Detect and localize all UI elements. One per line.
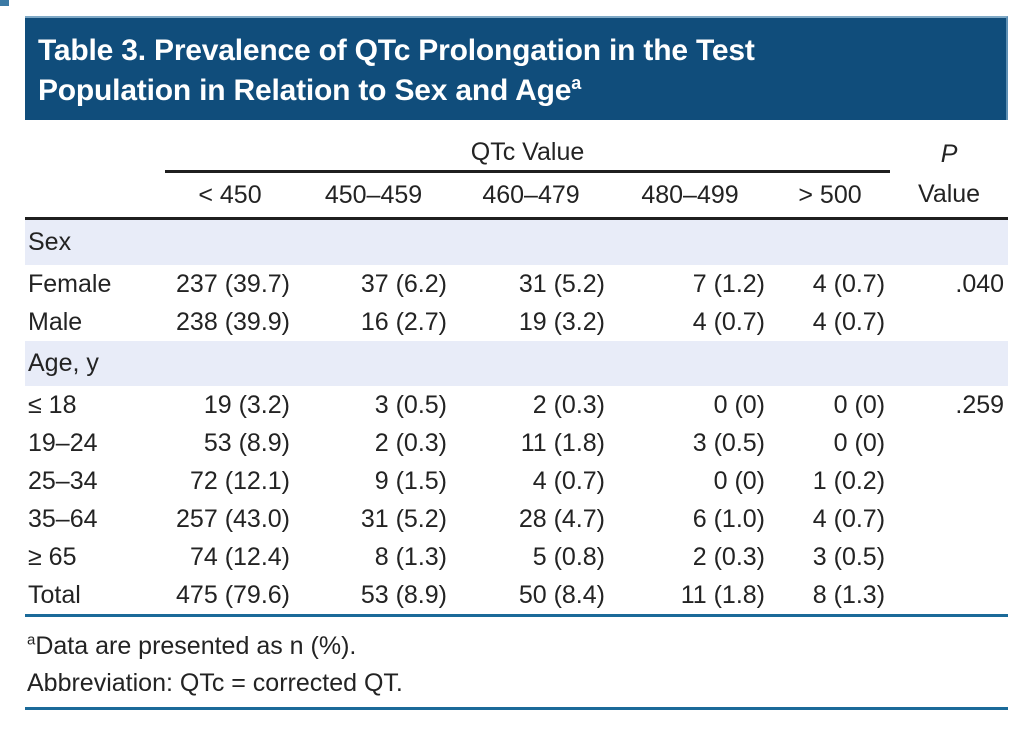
cell: 4 (0.7) (812, 504, 886, 533)
cell: 50 (8.4) (452, 576, 610, 617)
cell: 2 (0.3) (532, 390, 605, 419)
section-label: Sex (25, 218, 1009, 265)
cell: 11 (1.8) (520, 428, 605, 457)
cell: 72 (12.1) (189, 466, 290, 495)
table-row-le18: ≤ 18 19 (3.2) 3 (0.5) 2 (0.3) 0 (0) 0 (0… (25, 386, 1008, 424)
cell: 31 (5.2) (360, 504, 447, 533)
column-header-450-459: 450–459 (295, 171, 452, 220)
cell-p-value: .040 (955, 269, 1005, 298)
cell: 257 (43.0) (176, 504, 290, 533)
column-header-gt500: > 500 (770, 171, 891, 220)
span-header-row: QTc Value P (25, 127, 1008, 173)
cell: 11 (1.8) (610, 576, 770, 617)
cell: 19 (3.2) (518, 307, 605, 336)
table-title-line2: Population in Relation to Sex and Agea (38, 71, 1006, 111)
footnote-marker: a (27, 631, 36, 649)
table-title-bar: Table 3. Prevalence of QTc Prolongation … (25, 16, 1008, 120)
footnote-abbreviation: Abbreviation: QTc = corrected QT. (27, 669, 403, 697)
footnote-data-presentation: aData are presented as n (%). (27, 628, 1008, 665)
table-footnotes: aData are presented as n (%). Abbreviati… (25, 617, 1008, 707)
cell: 8 (1.3) (374, 542, 447, 571)
cell: 0 (0) (833, 390, 886, 419)
column-header-460-479: 460–479 (452, 171, 610, 220)
cell: 3 (0.5) (692, 428, 765, 457)
cell: 6 (1.0) (692, 504, 765, 533)
table-section-row-sex: Sex (25, 218, 1009, 265)
cell: 4 (0.7) (812, 307, 886, 336)
qtc-value-span-header: QTc Value (165, 127, 891, 173)
table-row-ge65: ≥ 65 74 (12.4) 8 (1.3) 5 (0.8) 2 (0.3) 3… (25, 538, 1008, 576)
cell: 1 (0.2) (812, 466, 886, 495)
cell: 0 (0) (833, 428, 886, 457)
cell: 3 (0.5) (812, 542, 886, 571)
cell: 5 (0.8) (532, 542, 605, 571)
table-row-female: Female 237 (39.7) 37 (6.2) 31 (5.2) 7 (1… (25, 265, 1008, 303)
row-label: 19–24 (28, 428, 98, 457)
cell: 31 (5.2) (518, 269, 605, 298)
title-footnote-marker: a (571, 73, 581, 93)
row-label: 25–34 (28, 466, 98, 495)
cell-p-value (890, 462, 1008, 500)
cell: 2 (0.3) (374, 428, 447, 457)
p-header-top: P (890, 127, 1008, 172)
row-label: Female (28, 269, 112, 298)
p-header-bottom: Value (890, 171, 1009, 220)
table-row-25-34: 25–34 72 (12.1) 9 (1.5) 4 (0.7) 0 (0) 1 … (25, 462, 1008, 500)
table-title-line1: Table 3. Prevalence of QTc Prolongation … (38, 34, 755, 67)
cell: 53 (8.9) (295, 576, 452, 617)
row-label: Total (25, 576, 165, 617)
cell: 7 (1.2) (692, 269, 765, 298)
cell: 9 (1.5) (374, 466, 447, 495)
column-header-480-499: 480–499 (610, 171, 770, 220)
table-row-male: Male 238 (39.9) 16 (2.7) 19 (3.2) 4 (0.7… (25, 303, 1008, 341)
cell: 238 (39.9) (176, 307, 290, 336)
cell: 4 (0.7) (532, 466, 605, 495)
column-header-lt450: < 450 (165, 171, 295, 220)
p-italic-label: P (940, 139, 958, 168)
table-section-row-age: Age, y (25, 341, 1009, 386)
cell-p-value (890, 303, 1008, 341)
section-label: Age, y (25, 341, 1009, 386)
table-row-19-24: 19–24 53 (8.9) 2 (0.3) 11 (1.8) 3 (0.5) … (25, 424, 1008, 462)
bottom-rule (25, 707, 1008, 710)
qtc-prevalence-table: QTc Value P < 450 450–459 460–479 480–49… (25, 127, 1009, 617)
cell: 4 (0.7) (692, 307, 765, 336)
row-label: ≥ 65 (28, 542, 77, 571)
table-figure: Table 3. Prevalence of QTc Prolongation … (25, 16, 1009, 710)
cell-p-value (890, 500, 1008, 538)
column-header-row: < 450 450–459 460–479 480–499 > 500 Valu… (25, 171, 1009, 220)
cell-p-value (890, 576, 1009, 617)
footnote-text: Data are presented as n (%). (35, 632, 357, 660)
header-spacer-cell (25, 127, 165, 172)
cell-p-value (890, 538, 1008, 576)
cell: 237 (39.7) (176, 269, 290, 298)
page-edge-mark (0, 0, 9, 6)
cell: 37 (6.2) (360, 269, 447, 298)
cell: 0 (0) (713, 466, 765, 495)
table-row-total: Total 475 (79.6) 53 (8.9) 50 (8.4) 11 (1… (25, 576, 1009, 617)
cell: 74 (12.4) (189, 542, 290, 571)
cell: 475 (79.6) (165, 576, 295, 617)
cell-p-value: .259 (955, 390, 1005, 419)
cell-p-value (890, 424, 1008, 462)
cell: 16 (2.7) (360, 307, 447, 336)
row-label: Male (28, 307, 83, 336)
cell: 53 (8.9) (203, 428, 290, 457)
cell: 3 (0.5) (374, 390, 447, 419)
cell: 8 (1.3) (770, 576, 891, 617)
cell: 19 (3.2) (203, 390, 290, 419)
cell: 0 (0) (713, 390, 765, 419)
table-title-line2-text: Population in Relation to Sex and Age (38, 74, 572, 107)
cell: 4 (0.7) (812, 269, 886, 298)
table-row-35-64: 35–64 257 (43.0) 31 (5.2) 28 (4.7) 6 (1.… (25, 500, 1008, 538)
row-label: ≤ 18 (28, 390, 77, 419)
cell: 28 (4.7) (518, 504, 605, 533)
row-label: 35–64 (28, 504, 98, 533)
cell: 2 (0.3) (692, 542, 765, 571)
header-spacer-cell (25, 171, 165, 220)
